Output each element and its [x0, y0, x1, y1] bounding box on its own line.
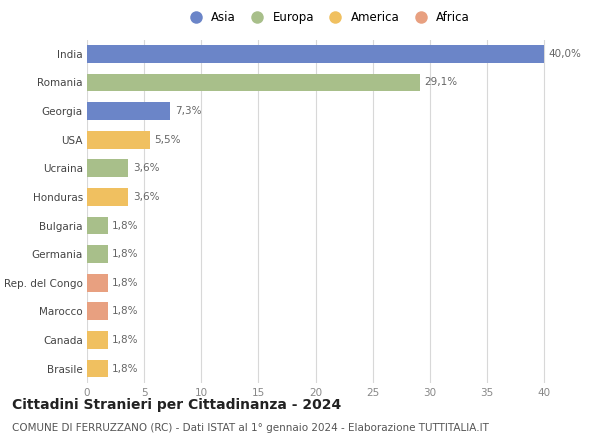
Text: 1,8%: 1,8%	[112, 363, 139, 374]
Bar	[87, 188, 128, 206]
Text: 1,8%: 1,8%	[112, 335, 139, 345]
Bar	[87, 274, 107, 292]
Text: 1,8%: 1,8%	[112, 278, 139, 288]
Bar	[87, 331, 107, 349]
Bar	[87, 302, 107, 320]
Legend: Asia, Europa, America, Africa: Asia, Europa, America, Africa	[184, 11, 470, 24]
Text: 3,6%: 3,6%	[133, 163, 159, 173]
Bar	[87, 131, 150, 149]
Text: 3,6%: 3,6%	[133, 192, 159, 202]
Text: 1,8%: 1,8%	[112, 306, 139, 316]
Text: 1,8%: 1,8%	[112, 220, 139, 231]
Text: 40,0%: 40,0%	[549, 49, 581, 59]
Text: 1,8%: 1,8%	[112, 249, 139, 259]
Bar	[87, 159, 128, 177]
Bar	[87, 45, 544, 63]
Bar	[87, 245, 107, 263]
Bar	[87, 216, 107, 235]
Text: 5,5%: 5,5%	[154, 135, 181, 145]
Text: COMUNE DI FERRUZZANO (RC) - Dati ISTAT al 1° gennaio 2024 - Elaborazione TUTTITA: COMUNE DI FERRUZZANO (RC) - Dati ISTAT a…	[12, 423, 489, 433]
Bar	[87, 73, 419, 92]
Text: 7,3%: 7,3%	[175, 106, 202, 116]
Bar	[87, 359, 107, 378]
Text: 29,1%: 29,1%	[424, 77, 457, 88]
Text: Cittadini Stranieri per Cittadinanza - 2024: Cittadini Stranieri per Cittadinanza - 2…	[12, 398, 341, 412]
Bar	[87, 102, 170, 120]
